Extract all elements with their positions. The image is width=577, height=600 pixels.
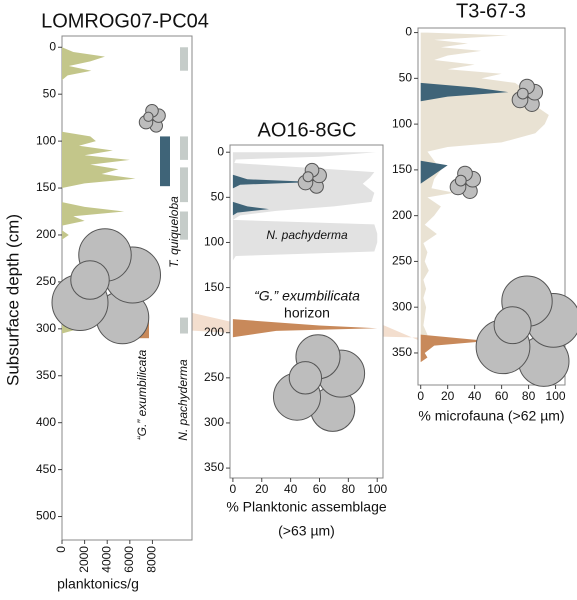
range-bar (160, 136, 170, 187)
x-tick-label: 0 (230, 482, 237, 496)
x-tick-label: 4000 (99, 546, 113, 573)
x-axis-label: % Planktonic assemblage (226, 499, 387, 515)
x-tick-label: 20 (255, 482, 269, 496)
chamber (70, 260, 110, 300)
y-tick-label: 50 (43, 86, 57, 100)
chamber (143, 111, 154, 122)
y-tick-label: 0 (217, 144, 224, 158)
species-label: “G.” exumbilicata (135, 349, 149, 440)
y-tick-label: 200 (36, 227, 56, 241)
species-label: N. pachyderma (266, 228, 348, 242)
x-tick-label: 20 (441, 389, 455, 403)
y-tick-label: 350 (392, 345, 412, 359)
x-tick-label: 100 (546, 389, 566, 403)
y-tick-label: 150 (392, 162, 412, 176)
chamber (288, 361, 323, 395)
y-tick-label: 100 (36, 133, 56, 147)
foraminifera-icon (511, 78, 544, 112)
y-tick-label: 250 (392, 254, 412, 268)
panel-title: T3-67-3 (456, 0, 526, 22)
y-tick-label: 50 (211, 190, 225, 204)
profile-area (420, 32, 549, 363)
y-tick-label: 200 (392, 208, 412, 222)
x-tick-label: 80 (522, 389, 536, 403)
foraminifera-icon (51, 228, 161, 345)
chamber (516, 87, 529, 100)
foraminifera-icon (138, 104, 166, 133)
y-tick-label: 400 (36, 415, 56, 429)
annotation: horizon (284, 305, 330, 321)
y-tick-label: 300 (392, 299, 412, 313)
y-tick-label: 450 (36, 462, 56, 476)
x-tick-label: 6000 (122, 546, 136, 573)
foraminifera-icon (449, 165, 482, 199)
x-axis-label: (>63 µm) (278, 523, 335, 539)
range-bar (180, 47, 188, 71)
y-tick-label: 250 (204, 370, 224, 384)
x-axis-label: % microfauna (>62 µm) (418, 408, 564, 424)
y-tick-label: 300 (36, 321, 56, 335)
species-label: N. pachyderma (176, 359, 190, 441)
y-tick-label: 50 (399, 71, 413, 85)
profile-area (232, 152, 378, 261)
foraminifera-icon (297, 162, 327, 194)
profile-area (420, 82, 509, 184)
y-tick-label: 100 (392, 116, 412, 130)
x-tick-label: 60 (495, 389, 509, 403)
range-bar (180, 211, 188, 240)
species-label: T. quiqueloba (167, 196, 181, 268)
y-tick-label: 300 (204, 415, 224, 429)
y-tick-label: 0 (49, 39, 56, 53)
chamber (493, 306, 532, 345)
x-tick-label: 2000 (77, 546, 91, 573)
x-axis-label: planktonics/g (57, 576, 139, 592)
y-tick-label: 200 (204, 325, 224, 339)
x-tick-label: 100 (367, 482, 387, 496)
profile-area (232, 174, 316, 216)
range-bar (180, 167, 188, 203)
profile-area (232, 319, 378, 338)
range-bar (180, 317, 188, 334)
profile-area (420, 334, 489, 363)
y-tick-label: 500 (36, 509, 56, 523)
y-tick-label: 350 (204, 460, 224, 474)
y-tick-label: 0 (405, 25, 412, 39)
y-tick-label: 250 (36, 274, 56, 288)
x-tick-label: 8000 (145, 546, 159, 573)
species-label: “G.” exumbilicata (254, 288, 360, 304)
x-tick-label: 0 (54, 546, 68, 553)
y-tick-label: 150 (204, 280, 224, 294)
x-tick-label: 40 (468, 389, 482, 403)
foraminifera-icon (475, 275, 577, 387)
y-axis-label: Subsurface depth (cm) (3, 214, 22, 386)
range-bar (180, 136, 188, 160)
panel-title: LOMROG07-PC04 (41, 10, 209, 32)
x-tick-label: 80 (342, 482, 356, 496)
y-tick-label: 150 (36, 180, 56, 194)
y-tick-label: 350 (36, 368, 56, 382)
foraminifera-icon (272, 334, 366, 432)
panels: LOMROG07-PC04050100150200250300350400450… (3, 0, 577, 592)
x-tick-label: 40 (284, 482, 298, 496)
panel-title: AO16-8GC (258, 119, 357, 141)
x-tick-label: 0 (417, 389, 424, 403)
chamber (454, 174, 467, 187)
x-tick-label: 60 (313, 482, 327, 496)
chamber (302, 171, 314, 183)
y-tick-label: 100 (204, 235, 224, 249)
